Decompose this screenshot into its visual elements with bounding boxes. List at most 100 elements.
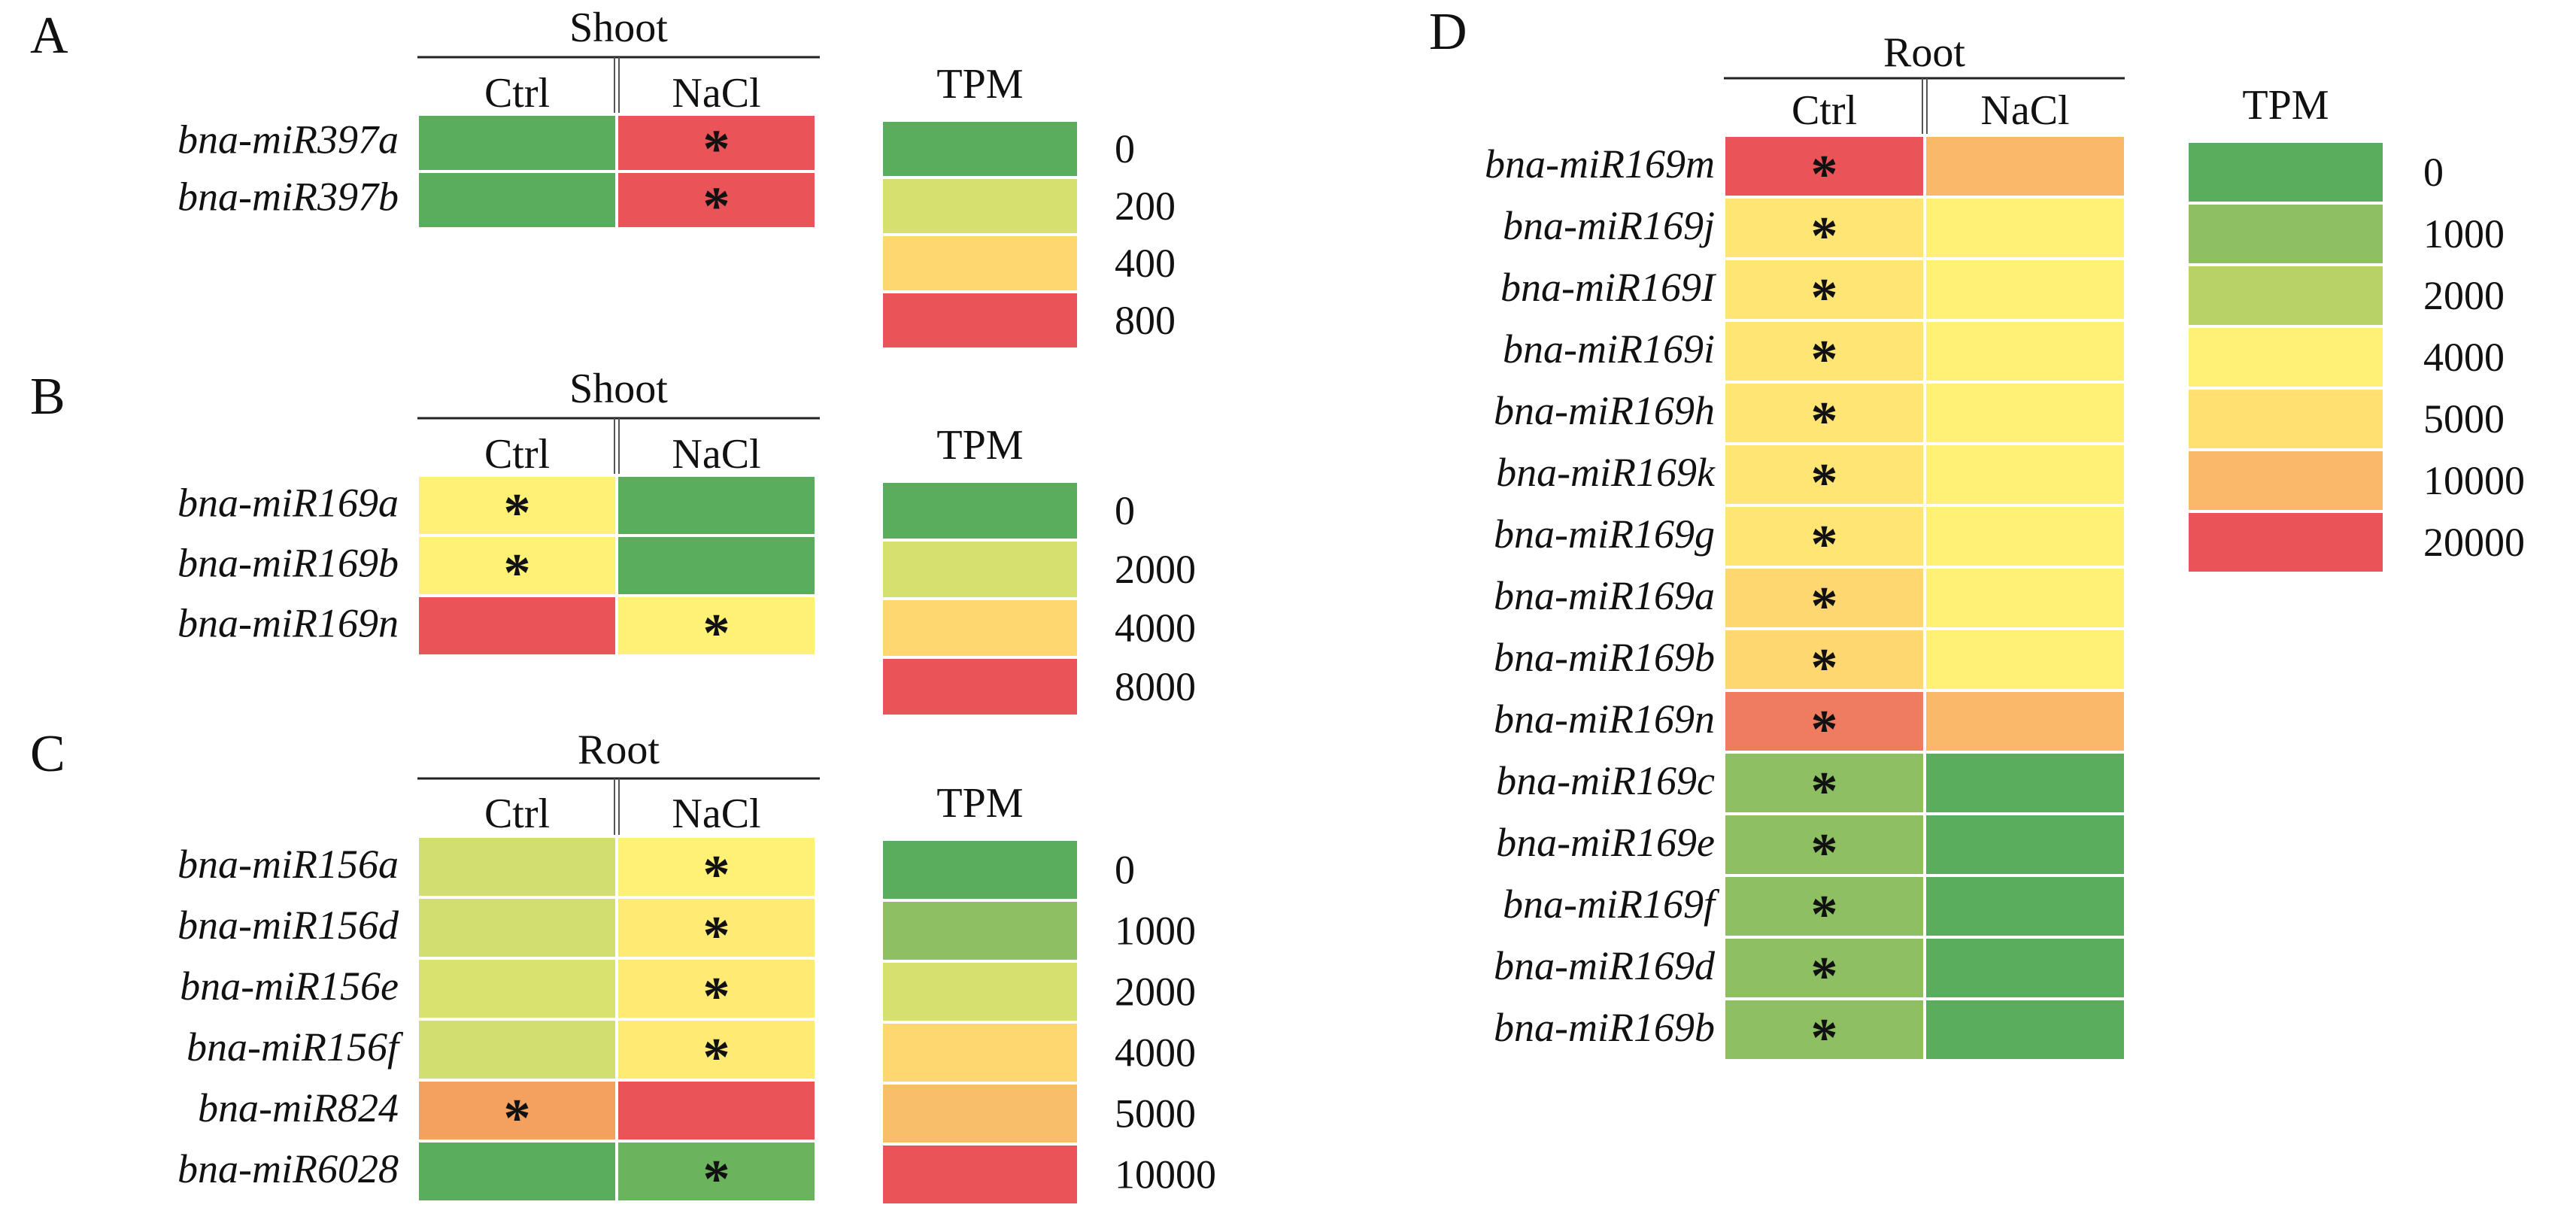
heatmap-cell xyxy=(1722,997,1926,1062)
legend-swatch xyxy=(880,176,1080,236)
legend-value: 0 xyxy=(1115,126,1135,171)
legend-swatch xyxy=(880,480,1080,542)
significance-star: * xyxy=(504,1088,531,1149)
heatmap-cell xyxy=(615,170,818,230)
legend-swatch xyxy=(2186,263,2386,328)
legend-title: TPM xyxy=(2242,82,2329,129)
row-label: bna-miR169m xyxy=(1485,141,1715,187)
row-label: bna-miR156f xyxy=(187,1024,404,1070)
heatmap-cell xyxy=(615,957,818,1021)
legend-value: 0 xyxy=(1115,488,1135,533)
legend-swatch xyxy=(2186,448,2386,513)
heatmap-cell xyxy=(615,534,818,597)
significance-star: * xyxy=(1811,699,1838,759)
legend-value: 5000 xyxy=(1115,1091,1196,1136)
legend-value: 20000 xyxy=(2423,520,2525,565)
legend-value: 2000 xyxy=(2423,273,2505,318)
row-label: bna-miR397b xyxy=(177,174,399,220)
row-label: bna-miR169b xyxy=(177,540,399,585)
significance-star: * xyxy=(504,483,531,543)
legend-value: 800 xyxy=(1115,298,1176,343)
row-label: bna-miR169i xyxy=(1503,326,1715,372)
heatmap-cell xyxy=(1923,812,2127,877)
row-label: bna-miR169e xyxy=(1496,820,1715,865)
column-label: NaCl xyxy=(672,791,760,837)
legend-swatch xyxy=(2186,140,2386,205)
significance-star: * xyxy=(1811,205,1838,266)
row-label: bna-miR169n xyxy=(1494,696,1715,742)
row-label: bna-miR169b xyxy=(1494,1005,1715,1050)
significance-star: * xyxy=(703,967,730,1027)
legend-swatch xyxy=(880,899,1080,963)
significance-star: * xyxy=(1811,514,1838,574)
legend-swatch xyxy=(880,656,1080,718)
tissue-title: Root xyxy=(1883,29,1965,76)
significance-star: * xyxy=(1811,267,1838,327)
significance-star: * xyxy=(1811,575,1838,636)
heatmap-cell xyxy=(416,1140,618,1203)
significance-star: * xyxy=(1811,822,1838,882)
heatmap-cell xyxy=(1923,442,2127,507)
column-label: Ctrl xyxy=(484,431,550,478)
row-label: bna-miR169d xyxy=(1494,943,1716,988)
legend-value: 0 xyxy=(1115,848,1135,893)
significance-star: * xyxy=(1811,1007,1838,1067)
legend-value: 2000 xyxy=(1115,547,1196,592)
heatmap-cell xyxy=(1923,257,2127,322)
significance-star: * xyxy=(703,176,730,236)
heatmap-cell xyxy=(615,1079,818,1143)
heatmap-cell xyxy=(1923,936,2127,1000)
row-label: bna-miR156a xyxy=(177,842,399,887)
heatmap-cell xyxy=(1923,874,2127,939)
heatmap-cell xyxy=(416,113,618,173)
panel-letter: A xyxy=(30,7,68,65)
legend-value: 400 xyxy=(1115,241,1176,286)
column-label: NaCl xyxy=(672,431,760,478)
row-label: bna-miR169j xyxy=(1503,203,1715,248)
legend-value: 10000 xyxy=(1115,1152,1216,1197)
legend-swatch xyxy=(880,290,1080,351)
heatmap-cell xyxy=(1923,196,2127,260)
column-label: NaCl xyxy=(1980,87,2069,134)
heatmap-cell xyxy=(1722,442,1926,507)
column-label: NaCl xyxy=(672,70,760,117)
column-label: Ctrl xyxy=(484,70,550,117)
legend-value: 10000 xyxy=(2423,458,2525,503)
legend-swatch xyxy=(880,119,1080,179)
heatmap-cell xyxy=(615,113,818,173)
tissue-title: Shoot xyxy=(569,5,668,51)
significance-star: * xyxy=(703,1027,730,1088)
column-label: Ctrl xyxy=(1792,87,1857,134)
legend-swatch xyxy=(2186,387,2386,451)
heatmap-cell xyxy=(1923,381,2127,445)
heatmap-cell xyxy=(615,1140,818,1203)
row-label: bna-miR169a xyxy=(177,480,399,525)
legend-swatch xyxy=(880,1082,1080,1146)
heatmap-cell xyxy=(1923,751,2127,815)
significance-star: * xyxy=(703,119,730,179)
heatmap-cell xyxy=(1923,689,2127,754)
legend-swatch xyxy=(880,597,1080,659)
heatmap-cell xyxy=(416,835,618,899)
panel-letter: D xyxy=(1429,3,1467,61)
row-label: bna-miR169a xyxy=(1494,573,1715,618)
row-label: bna-miR169h xyxy=(1494,388,1715,433)
panel-letter: B xyxy=(30,368,65,426)
legend-swatch xyxy=(2186,325,2386,390)
legend-swatch xyxy=(880,1021,1080,1085)
heatmap-cell xyxy=(1923,627,2127,692)
heatmap-cell xyxy=(416,594,618,657)
heatmap-cell xyxy=(1923,566,2127,630)
legend-swatch xyxy=(880,233,1080,293)
row-label: bna-miR6028 xyxy=(177,1146,399,1191)
tissue-title: Root xyxy=(578,727,660,773)
significance-star: * xyxy=(1811,329,1838,389)
row-label: bna-miR169g xyxy=(1494,511,1715,557)
legend-value: 4000 xyxy=(1115,1030,1196,1076)
heatmap-cell xyxy=(615,594,818,657)
legend-swatch xyxy=(880,1143,1080,1206)
significance-star: * xyxy=(1811,945,1838,1006)
heatmap-cell xyxy=(416,957,618,1021)
heatmap-cell xyxy=(1923,134,2127,199)
